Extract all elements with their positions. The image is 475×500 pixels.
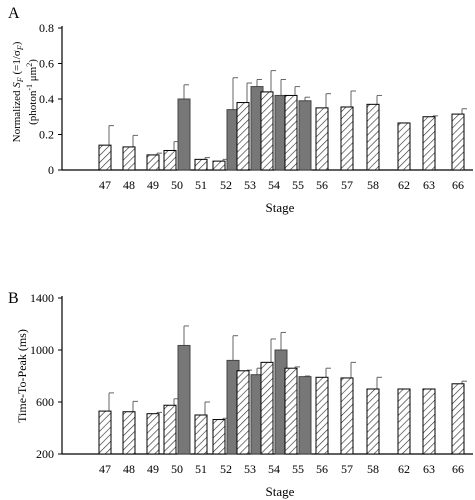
bar-hatched-stage-48 [122, 146, 136, 171]
x-tick-label: 66 [452, 462, 464, 476]
x-tick-label: 53 [244, 462, 256, 476]
x-tick-label: 54 [268, 178, 280, 192]
panel-a-ylabel-pre: Normalized [11, 88, 23, 143]
x-tick-label: 47 [99, 462, 111, 476]
panel-a-ylabel2-sup: -1 [25, 84, 34, 91]
panel-a-ylabel-sub2: F [16, 45, 25, 51]
x-tick-label: 50 [171, 178, 183, 192]
panel-a-ylabel2-post: μm [27, 66, 39, 84]
bar-solid-stage-50 [177, 344, 191, 455]
x-tick-label: 54 [268, 462, 280, 476]
panel-a-ylabel-mid: (=1/σ [11, 50, 23, 77]
bar-hatched-stage-58 [366, 388, 380, 455]
y-tick-label: 0 [48, 163, 54, 177]
x-tick-label: 48 [123, 178, 135, 192]
bar-hatched-stage-49 [146, 413, 160, 455]
x-tick-label: 56 [316, 462, 328, 476]
bar-hatched-stage-56 [315, 376, 329, 455]
bar-solid-stage-50 [177, 98, 191, 171]
y-tick-label: 0.4 [39, 92, 54, 106]
bar-hatched-stage-51 [194, 414, 208, 455]
x-tick-label: 62 [398, 462, 410, 476]
bar-hatched-stage-47 [98, 144, 112, 171]
panel-a-plot: 0 0.2 0.4 0.6 0.8 47 48 49 50 51 52 53 54 55 56 57 58 62 6… [39, 21, 473, 192]
bar-hatched-stage-53 [236, 102, 250, 171]
panel-a-ylabel-sub: F [16, 77, 25, 83]
x-tick-label: 66 [452, 178, 464, 192]
x-tick-label: 52 [220, 462, 232, 476]
y-tick-label: 0.6 [39, 57, 54, 71]
bar-solid-stage-55 [298, 100, 312, 171]
bar-hatched-stage-56 [315, 107, 329, 171]
bar-hatched-stage-63 [422, 388, 436, 455]
x-tick-label: 49 [147, 462, 159, 476]
panel-a-ylabel-post: ) [11, 41, 23, 45]
panel-a-ylabel2-pre: (photon [27, 90, 39, 125]
bar-hatched-stage-49 [146, 154, 160, 171]
panel-a-ylabel-line2: (photon-1 μm2) [25, 59, 39, 125]
y-tick-label: 0.2 [39, 128, 54, 142]
x-tick-label: 55 [292, 178, 304, 192]
x-tick-label: 63 [423, 462, 435, 476]
x-tick-label: 62 [398, 178, 410, 192]
x-tick-label: 53 [244, 178, 256, 192]
bar-hatched-stage-55 [284, 367, 298, 455]
x-tick-label: 48 [123, 462, 135, 476]
x-tick-label: 55 [292, 462, 304, 476]
panel-b-ylabel: Time-To-Peak (ms) [15, 329, 29, 423]
panel-a-ylabel-line1: Normalized SF (=1/σF) [11, 41, 25, 142]
x-tick-label: 49 [147, 178, 159, 192]
bar-hatched-stage-54 [260, 361, 274, 455]
x-tick-label: 51 [195, 178, 207, 192]
bar-hatched-stage-52 [212, 160, 226, 171]
y-tick-label: 200 [36, 447, 54, 461]
x-tick-label: 56 [316, 178, 328, 192]
panel-a-xlabel: Stage [266, 200, 295, 215]
x-tick-label: 51 [195, 462, 207, 476]
bar-hatched-stage-58 [366, 103, 380, 171]
panel-a-label: A [8, 5, 20, 22]
panel-a-ylabel2-sup2: 2 [25, 63, 34, 67]
panel-b-xlabel: Stage [266, 484, 295, 499]
x-tick-label: 50 [171, 462, 183, 476]
panel-b-label: B [8, 290, 19, 307]
bar-hatched-stage-62 [397, 122, 411, 171]
bar-hatched-stage-54 [260, 91, 274, 171]
bar-hatched-stage-55 [284, 94, 298, 171]
x-tick-label: 63 [423, 178, 435, 192]
bar-hatched-stage-50 [163, 404, 177, 455]
bar-hatched-stage-50 [163, 149, 177, 171]
bar-hatched-stage-66 [451, 383, 465, 455]
bar-hatched-stage-48 [122, 411, 136, 455]
x-tick-label: 58 [367, 462, 379, 476]
y-tick-label: 600 [36, 395, 54, 409]
bar-hatched-stage-66 [451, 113, 465, 171]
bar-hatched-stage-47 [98, 410, 112, 455]
bar-hatched-stage-57 [340, 106, 354, 171]
bar-hatched-stage-52 [212, 419, 226, 455]
bar-solid-stage-55 [298, 376, 312, 455]
bar-hatched-stage-53 [236, 370, 250, 455]
panel-b-plot: 200 600 1000 1400 47 48 49 50 51 52 53 54 55 56 57 58 62… [30, 291, 473, 476]
bar-hatched-stage-57 [340, 377, 354, 455]
panel-a-ylabel-symbol: S [11, 82, 23, 88]
x-tick-label: 52 [220, 178, 232, 192]
bar-hatched-stage-63 [422, 116, 436, 171]
y-tick-label: 1000 [30, 343, 54, 357]
y-tick-label: 1400 [30, 291, 54, 305]
panel-a-ylabel2-end: ) [27, 59, 39, 63]
x-tick-label: 58 [367, 178, 379, 192]
x-tick-label: 47 [99, 178, 111, 192]
y-tick-label: 0.8 [39, 21, 54, 35]
x-tick-label: 57 [341, 178, 353, 192]
bar-hatched-stage-51 [194, 158, 208, 171]
bar-hatched-stage-62 [397, 388, 411, 455]
x-tick-label: 57 [341, 462, 353, 476]
